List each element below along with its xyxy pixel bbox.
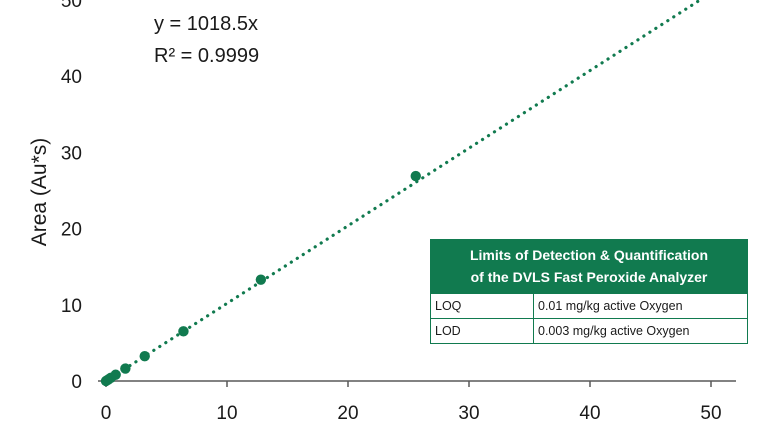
data-point [139, 350, 150, 362]
data-point [410, 170, 421, 182]
limits-table-title-line2: of the DVLS Fast Peroxide Analyzer [470, 269, 708, 285]
x-tick-label: 10 [216, 403, 237, 424]
y-tick-label: 40 [61, 67, 82, 88]
lod-label: LOD [430, 318, 534, 344]
x-tick-label: 50 [700, 403, 721, 424]
loq-value: 0.01 mg/kg active Oxygen [533, 293, 748, 319]
x-tick-label: 40 [579, 403, 600, 424]
y-axis-title: Area (Au*s) [28, 138, 51, 247]
data-point [120, 363, 131, 374]
r-squared-label: R² = 0.9999 [154, 45, 259, 67]
trendline [104, 0, 702, 383]
data-point [255, 274, 267, 285]
table-row-lod: LOD 0.003 mg/kg active Oxygen [430, 318, 748, 344]
table-row-loq: LOQ 0.01 mg/kg active Oxygen [430, 293, 748, 319]
data-point [110, 369, 121, 380]
y-tick-label: 30 [61, 143, 82, 164]
limits-table-title: Limits of Detection & Quantification of … [430, 239, 748, 294]
y-tick-label: 10 [61, 296, 82, 317]
y-tick-label: 20 [61, 220, 82, 241]
x-tick-label: 30 [458, 403, 479, 424]
limits-table-title-line1: Limits of Detection & Quantification [469, 247, 708, 263]
y-tick-label: 50 [61, 0, 82, 12]
loq-label: LOQ [430, 293, 534, 319]
x-tick-label: 20 [337, 403, 358, 424]
limits-table: Limits of Detection & Quantification of … [430, 239, 748, 344]
limits-table-header-row: Limits of Detection & Quantification of … [430, 239, 748, 294]
y-tick-label: 0 [71, 372, 82, 393]
data-point [178, 326, 189, 337]
trendline-equation: y = 1018.5x [154, 13, 258, 35]
lod-value: 0.003 mg/kg active Oxygen [533, 318, 748, 344]
x-tick-label: 0 [101, 403, 112, 424]
